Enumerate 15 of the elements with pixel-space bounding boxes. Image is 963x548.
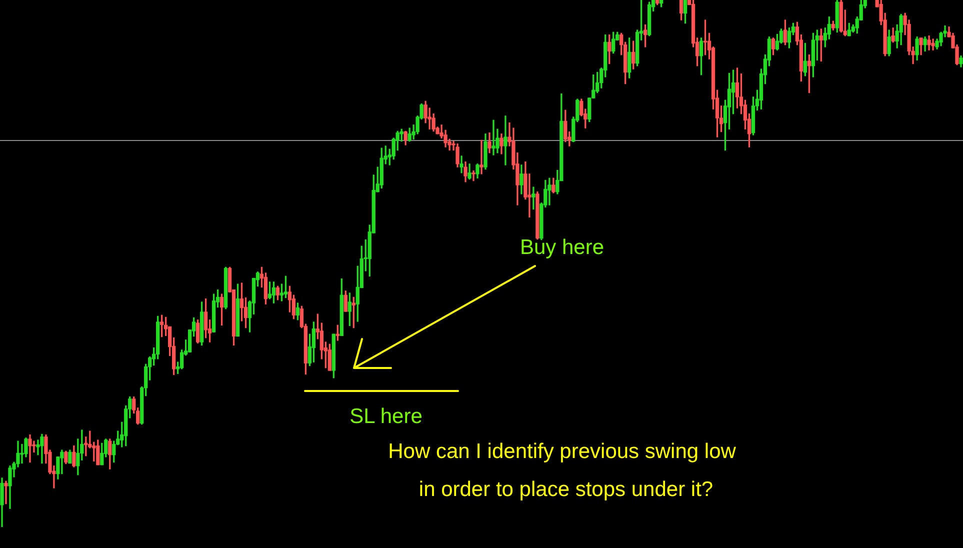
annotation: How can I identify previous swing low <box>388 440 737 463</box>
candlestick <box>504 116 508 166</box>
candlestick <box>931 38 935 50</box>
candlestick <box>532 186 536 210</box>
candlestick <box>472 170 476 182</box>
candlestick <box>460 156 464 174</box>
candlestick <box>32 440 36 452</box>
annotation: Buy here <box>520 236 604 259</box>
candlestick <box>4 480 8 504</box>
candlestick <box>480 140 484 174</box>
candlestick <box>548 178 552 206</box>
annotation: in order to place stops under it? <box>418 478 714 501</box>
candlestick <box>492 120 496 156</box>
ref-line-label: SL here <box>350 404 422 428</box>
candlestick <box>528 174 532 218</box>
